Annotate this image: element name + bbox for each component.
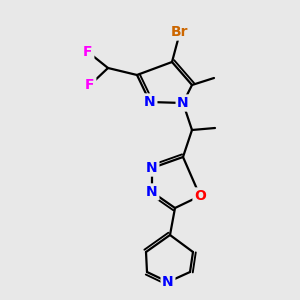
Text: N: N: [146, 185, 158, 199]
Text: N: N: [144, 95, 156, 109]
Text: F: F: [85, 78, 95, 92]
Text: F: F: [83, 45, 93, 59]
Text: N: N: [162, 275, 174, 289]
Text: Br: Br: [171, 25, 189, 39]
Text: N: N: [146, 161, 158, 175]
Text: O: O: [194, 189, 206, 203]
Text: N: N: [177, 96, 189, 110]
